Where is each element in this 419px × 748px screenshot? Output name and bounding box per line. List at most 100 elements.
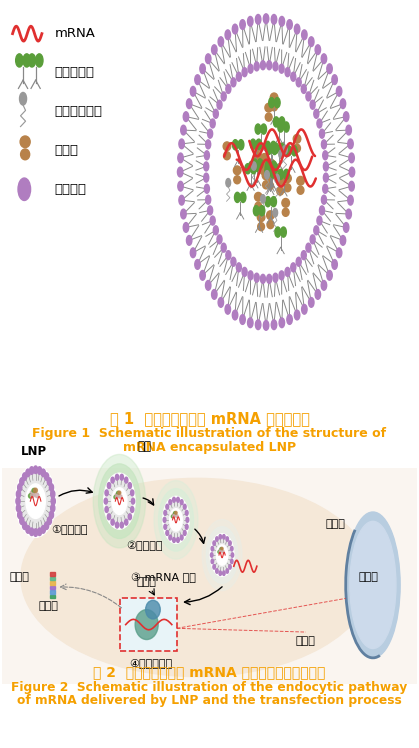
Circle shape	[251, 164, 256, 174]
Ellipse shape	[261, 163, 268, 171]
Circle shape	[213, 565, 215, 569]
Circle shape	[332, 75, 337, 85]
Ellipse shape	[284, 184, 291, 191]
Circle shape	[248, 318, 253, 328]
Circle shape	[253, 206, 259, 215]
FancyBboxPatch shape	[2, 468, 417, 684]
Circle shape	[266, 144, 272, 155]
Circle shape	[51, 504, 55, 512]
Circle shape	[261, 61, 266, 70]
Circle shape	[216, 545, 228, 565]
Circle shape	[251, 159, 257, 169]
Circle shape	[271, 165, 277, 175]
Circle shape	[301, 85, 306, 94]
Circle shape	[26, 469, 30, 476]
Circle shape	[236, 263, 241, 272]
Circle shape	[279, 143, 285, 153]
Ellipse shape	[282, 208, 289, 216]
Text: ③ mRNA 释放: ③ mRNA 释放	[131, 572, 196, 583]
Circle shape	[173, 538, 176, 542]
Text: 细胞核: 细胞核	[359, 572, 379, 583]
Circle shape	[181, 209, 186, 219]
Circle shape	[212, 45, 217, 55]
Text: LNP: LNP	[21, 445, 47, 458]
Circle shape	[221, 92, 226, 101]
Circle shape	[248, 64, 253, 73]
Ellipse shape	[114, 495, 117, 499]
Circle shape	[173, 5, 360, 339]
Circle shape	[214, 79, 318, 266]
Ellipse shape	[173, 515, 175, 518]
Circle shape	[315, 45, 321, 55]
Ellipse shape	[233, 166, 241, 175]
Circle shape	[186, 99, 192, 108]
Circle shape	[222, 535, 225, 539]
Circle shape	[207, 129, 212, 138]
Ellipse shape	[257, 213, 265, 221]
Bar	[50, 586, 55, 589]
Circle shape	[323, 151, 328, 160]
Circle shape	[128, 514, 132, 520]
Circle shape	[232, 310, 238, 320]
Bar	[50, 581, 55, 585]
Circle shape	[231, 257, 236, 266]
Circle shape	[169, 500, 172, 505]
Circle shape	[185, 510, 188, 515]
Circle shape	[206, 195, 211, 204]
Circle shape	[344, 223, 349, 233]
Circle shape	[44, 473, 49, 480]
Circle shape	[274, 97, 280, 108]
Circle shape	[340, 99, 346, 108]
Text: mRNA encapsulated LNP: mRNA encapsulated LNP	[123, 441, 296, 454]
Circle shape	[248, 16, 253, 26]
Text: Figure 2  Schematic illustration of the endocytic pathway: Figure 2 Schematic illustration of the e…	[11, 681, 408, 694]
Circle shape	[257, 159, 263, 169]
Ellipse shape	[146, 600, 160, 619]
Circle shape	[106, 477, 133, 526]
Circle shape	[204, 151, 210, 160]
Circle shape	[18, 178, 31, 200]
Circle shape	[124, 519, 128, 525]
Ellipse shape	[259, 156, 267, 165]
Circle shape	[254, 161, 260, 171]
Circle shape	[321, 280, 327, 290]
Circle shape	[278, 122, 284, 132]
Ellipse shape	[119, 495, 122, 498]
Circle shape	[104, 498, 107, 504]
Circle shape	[271, 197, 277, 206]
Circle shape	[49, 511, 54, 518]
Text: 核糖体: 核糖体	[137, 577, 157, 587]
Circle shape	[321, 140, 326, 149]
Circle shape	[158, 488, 194, 551]
Circle shape	[218, 37, 224, 46]
Circle shape	[308, 298, 314, 307]
Ellipse shape	[266, 182, 274, 190]
Ellipse shape	[135, 610, 158, 640]
Circle shape	[181, 125, 186, 135]
Text: 图 1  脂质纳米粒包载 mRNA 结构示意图: 图 1 脂质纳米粒包载 mRNA 结构示意图	[109, 411, 310, 426]
Ellipse shape	[31, 493, 34, 497]
Circle shape	[271, 161, 277, 171]
Circle shape	[190, 248, 196, 257]
Circle shape	[321, 54, 327, 64]
Circle shape	[250, 139, 256, 150]
Circle shape	[242, 268, 247, 277]
Circle shape	[217, 235, 222, 244]
Circle shape	[213, 541, 215, 545]
Ellipse shape	[266, 172, 274, 180]
Circle shape	[184, 504, 186, 509]
Circle shape	[20, 517, 24, 524]
Text: Figure 1  Schematic illustration of the structure of: Figure 1 Schematic illustration of the s…	[32, 427, 387, 441]
Ellipse shape	[30, 491, 34, 495]
Circle shape	[282, 145, 287, 154]
Circle shape	[291, 263, 296, 272]
Circle shape	[346, 125, 352, 135]
Text: of mRNA delivered by LNP and the transfection process: of mRNA delivered by LNP and the transfe…	[17, 693, 402, 707]
Circle shape	[154, 481, 198, 560]
Circle shape	[296, 78, 301, 87]
Circle shape	[284, 169, 289, 180]
Circle shape	[222, 571, 225, 575]
Circle shape	[51, 497, 55, 505]
Circle shape	[210, 119, 215, 128]
Circle shape	[327, 64, 332, 73]
